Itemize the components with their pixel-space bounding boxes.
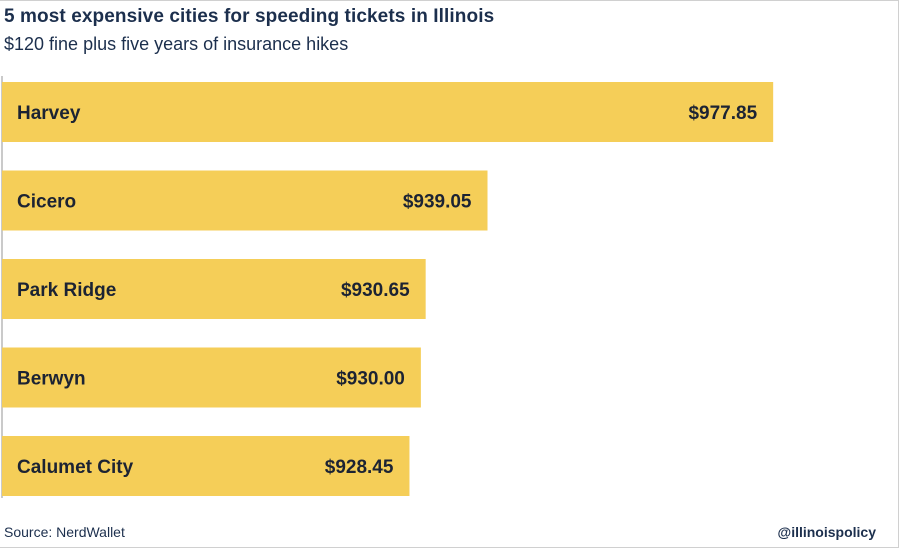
- bar-calumet-city: [2, 436, 410, 496]
- social-handle: @illinoispolicy: [777, 524, 876, 540]
- bar-cicero: [2, 170, 488, 231]
- category-label: Park Ridge: [17, 280, 116, 301]
- source-note: Source: NerdWallet: [4, 524, 125, 540]
- bar-berwyn: [2, 347, 421, 408]
- value-label: $939.05: [403, 192, 472, 213]
- chart-subtitle: $120 fine plus five years of insurance h…: [4, 34, 349, 54]
- category-label: Cicero: [17, 192, 76, 213]
- chart-title: 5 most expensive cities for speeding tic…: [4, 6, 495, 27]
- bar-harvey: [2, 82, 774, 142]
- value-label: $977.85: [688, 103, 757, 124]
- bars-group: Harvey $977.85 Cicero $939.05 Park Ridge $930…: [2, 82, 774, 496]
- category-label: Calumet City: [17, 457, 134, 478]
- value-label: $928.45: [325, 457, 394, 478]
- category-label: Harvey: [17, 103, 81, 124]
- bar-park-ridge: [2, 259, 426, 319]
- category-label: Berwyn: [17, 369, 86, 390]
- value-label: $930.65: [341, 280, 410, 301]
- value-label: $930.00: [336, 369, 405, 390]
